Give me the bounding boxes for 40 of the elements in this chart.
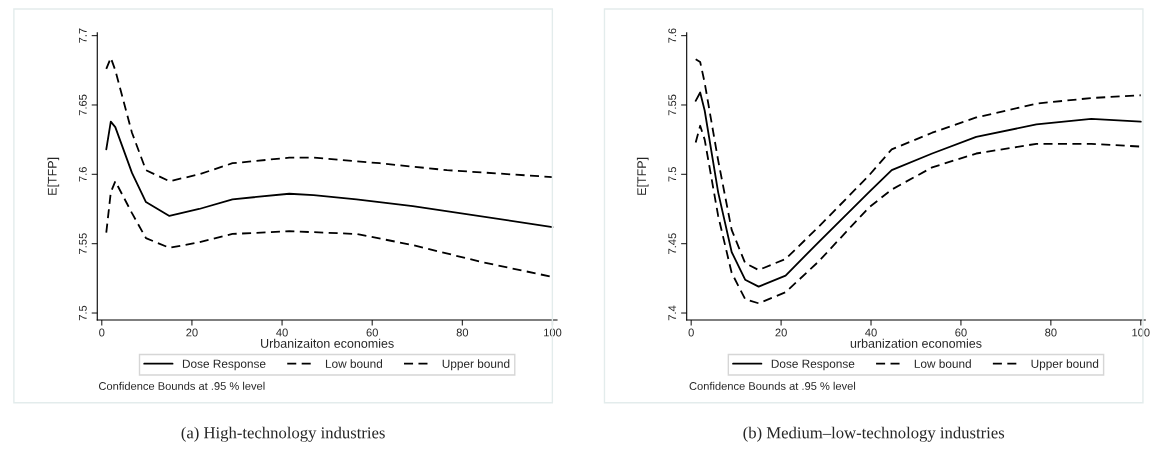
x-tick-label: 20 [186,328,198,337]
line-series [694,58,1142,271]
x-tick-label: 40 [276,328,288,337]
y-tick-label: 7.65 [78,94,87,116]
y-tick-label: 7.6 [78,167,87,182]
legend-label: Low bound [914,359,971,368]
text: Confidence Bounds at .95 % level [689,381,856,390]
text: (a) High-technology industries [181,426,385,442]
x-tick-label: 0 [99,328,105,337]
text: Confidence Bounds at .95 % level [98,381,265,390]
x-tick-label: 80 [456,328,469,337]
y-tick-label: 7.6 [668,28,677,43]
x-tick-label: 20 [775,328,787,337]
x-axis-title: Urbanizaiton economies [261,338,394,348]
x-axis-title: urbanization economies [850,338,982,348]
y-tick-label: 7.55 [668,94,677,116]
legend-label: Low bound [325,359,383,368]
y-tick-label: 7.7 [78,28,87,43]
legend-label: Upper bound [442,359,510,371]
y-tick-label: 7.5 [78,305,87,321]
line-series [105,120,554,228]
y-axis-title: E[TFP] [636,157,649,195]
x-tick-label: 0 [688,328,694,337]
y-tick-label: 7.5 [668,167,677,182]
legend-label: Dose Response [182,359,266,371]
x-tick-label: 100 [544,328,562,337]
legend-label: Dose Response [771,359,855,371]
y-tick-label: 7.45 [668,233,677,254]
y-tick-label: 7.4 [668,305,677,321]
line-series [694,124,1142,305]
legend-label: Upper bound [1031,359,1099,371]
y-tick-label: 7.55 [78,233,87,254]
x-tick-label: 80 [1045,328,1057,337]
x-tick-label: 100 [1132,328,1150,337]
x-tick-label: 40 [865,328,877,337]
text: (b) Medium–low-technology industries [743,426,1005,442]
line-series [694,91,1142,288]
y-axis-title: E[TFP] [47,157,60,195]
x-tick-label: 60 [366,328,378,337]
x-tick-label: 60 [955,328,967,337]
